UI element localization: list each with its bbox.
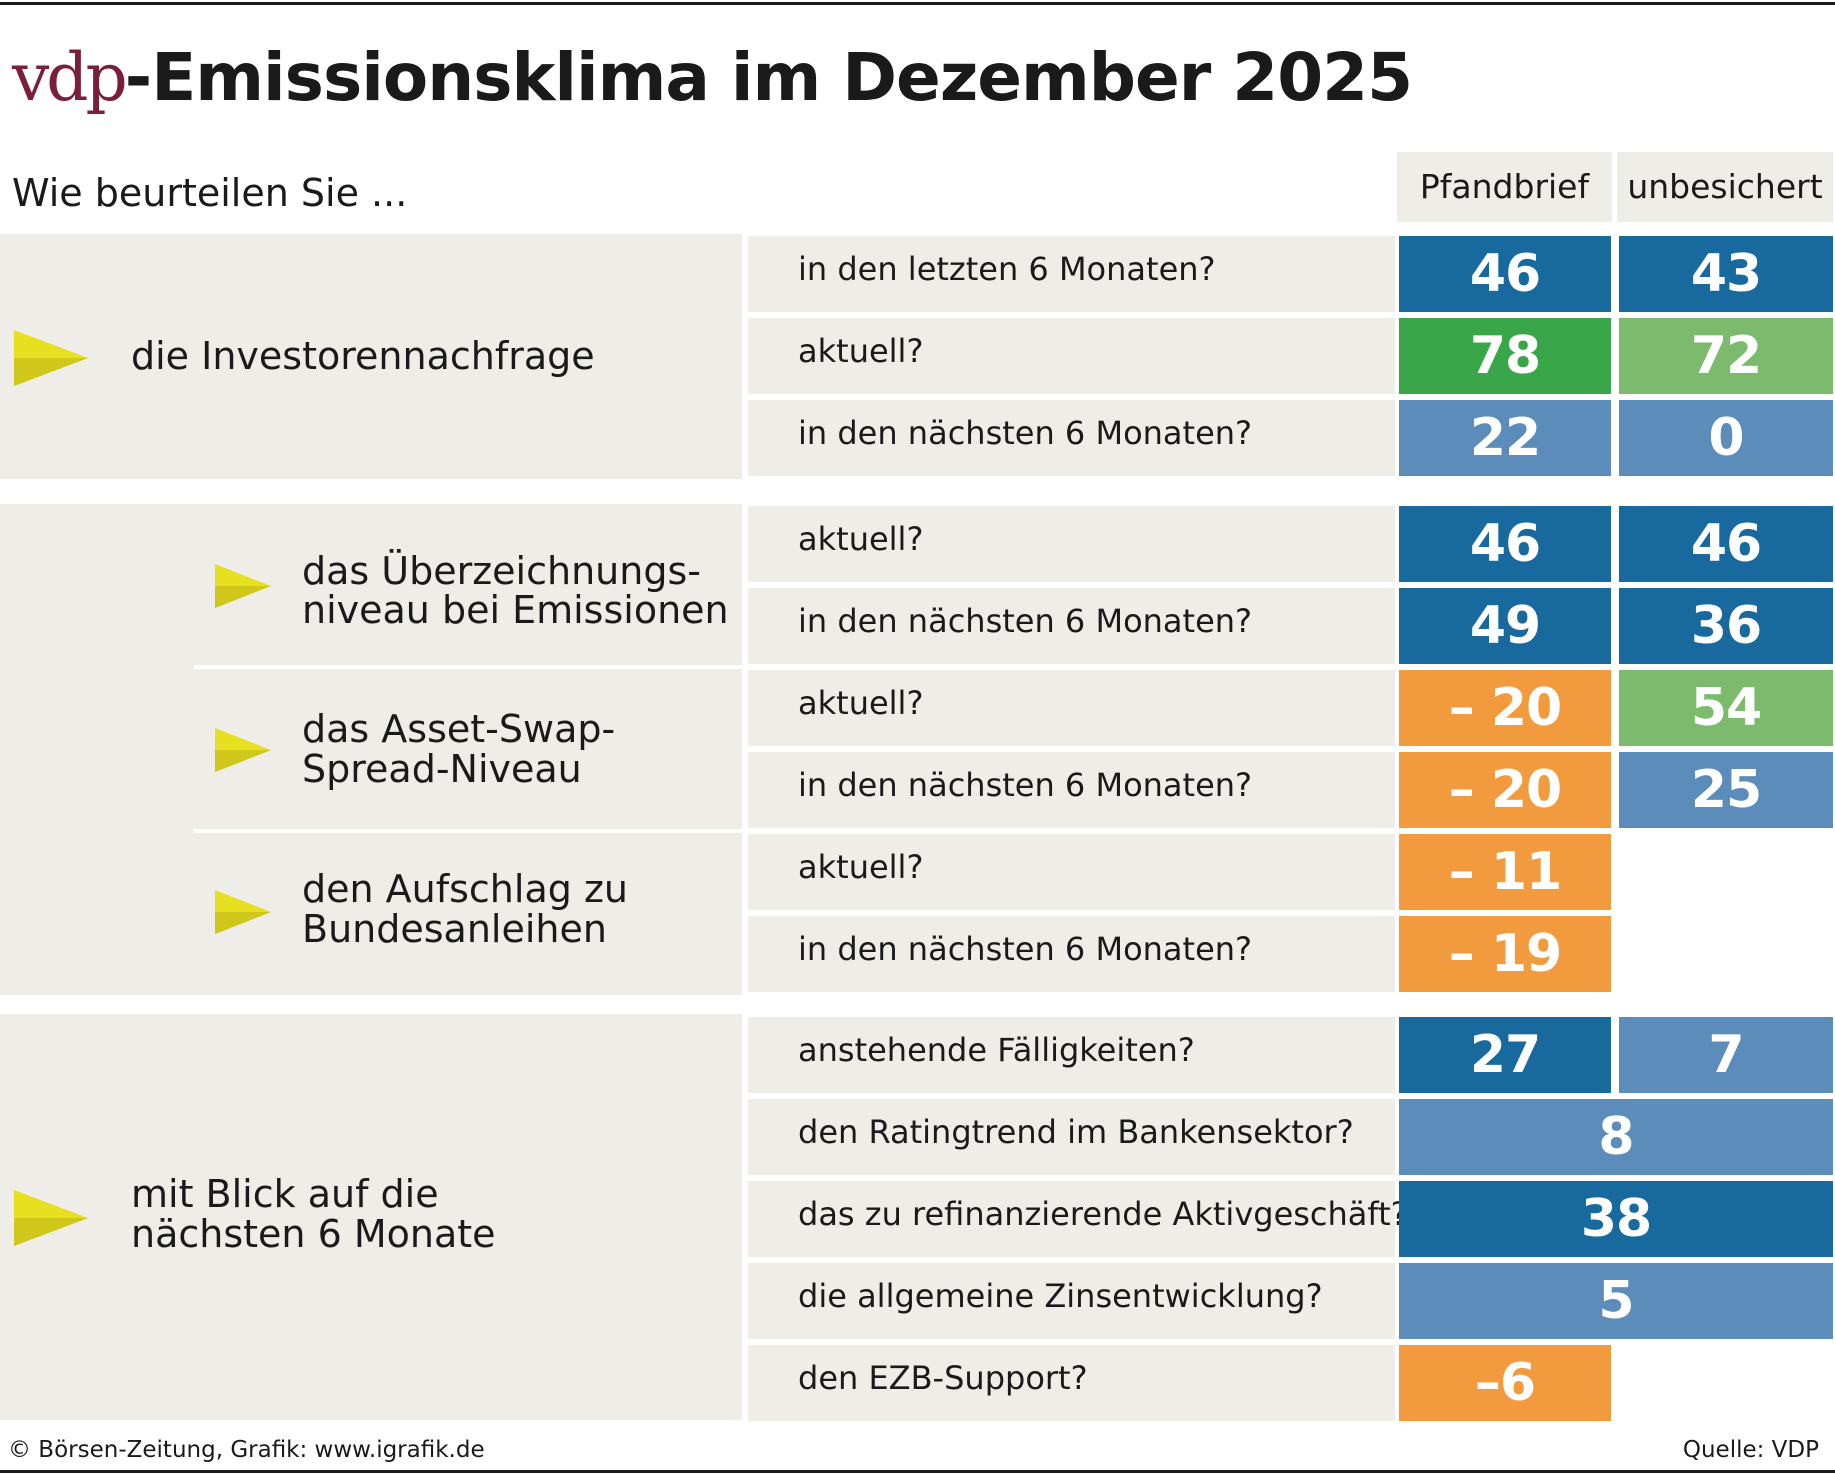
yellow-triangle-icon [14,1190,88,1246]
subgroup-divider [194,665,742,669]
group-label-line: nächsten 6 Monate [131,1212,496,1256]
value-cell-pfandbrief: – 20 [1399,752,1611,828]
value-cell-empty [1619,916,1833,992]
row-label-background [748,400,1395,476]
group-panel-spreads [0,504,742,995]
row-label-background [748,588,1395,664]
row-label-background [748,318,1395,394]
value-cell-pfandbrief: 78 [1399,318,1611,394]
row-label-background [748,506,1395,582]
chart-title-text: -Emissionsklima im Dezember 2025 [124,39,1413,116]
value-cell-combined: 38 [1399,1181,1833,1257]
column-header-pfandbrief: Pfandbrief [1397,152,1612,222]
top-rule [0,2,1835,5]
question-intro: Wie beurteilen Sie ... [12,171,408,215]
value-cell-unbesichert: 43 [1619,236,1833,312]
group-label-line: die Investorennachfrage [131,334,595,378]
value-cell-unbesichert: 54 [1619,670,1833,746]
row-label: anstehende Fälligkeiten? [798,1031,1195,1069]
group-label-line: den Aufschlag zu [302,867,628,911]
value-cell-pfandbrief: 27 [1399,1017,1611,1093]
value-cell-unbesichert: 25 [1619,752,1833,828]
row-label: in den nächsten 6 Monaten? [798,602,1253,640]
row-label: das zu refinanzierende Aktivgeschäft? [798,1195,1408,1233]
row-label: den Ratingtrend im Bankensektor? [798,1113,1354,1151]
row-label: aktuell? [798,520,924,558]
value-cell-empty [1619,1345,1833,1421]
yellow-triangle-icon [215,728,271,772]
row-label: den EZB-Support? [798,1359,1088,1397]
value-cell-pfandbrief: – 11 [1399,834,1611,910]
subgroup-divider [194,829,742,833]
value-cell-unbesichert: 36 [1619,588,1833,664]
value-cell-empty [1619,834,1833,910]
row-label: aktuell? [798,848,924,886]
group-label-line: Bundesanleihen [302,907,607,951]
row-label: die allgemeine Zinsentwicklung? [798,1277,1323,1315]
group-label-line: Spread-Niveau [302,747,582,791]
source-credit: Quelle: VDP [1682,1437,1819,1463]
column-header-unbesichert: unbesichert [1617,152,1833,222]
row-label: in den nächsten 6 Monaten? [798,930,1253,968]
row-label-background [748,834,1395,910]
row-label-background [748,1263,1395,1339]
group-label-line: das Überzeichnungs- [302,549,701,593]
row-label-background [748,1017,1395,1093]
group-label-line: mit Blick auf die [131,1172,439,1216]
value-cell-unbesichert: 7 [1619,1017,1833,1093]
row-label-background [748,916,1395,992]
row-label-background [748,752,1395,828]
copyright-credit: © Börsen-Zeitung, Grafik: www.igrafik.de [8,1437,485,1463]
row-label: in den nächsten 6 Monaten? [798,414,1253,452]
group-panel-investorennachfrage [0,234,742,479]
value-cell-pfandbrief: –6 [1399,1345,1611,1421]
row-label-background [748,1099,1395,1175]
group-label-line: das Asset-Swap- [302,707,616,751]
value-cell-pfandbrief: – 20 [1399,670,1611,746]
row-label-background [748,236,1395,312]
row-label-background [748,1181,1395,1257]
group-label-line: niveau bei Emissionen [302,588,729,632]
value-cell-pfandbrief: 49 [1399,588,1611,664]
bottom-rule [0,1470,1835,1473]
value-cell-unbesichert: 0 [1619,400,1833,476]
vdp-brand-logo: vdp [12,39,128,116]
value-cell-pfandbrief: 46 [1399,236,1611,312]
chart-title: vdp-Emissionsklima im Dezember 2025 [12,28,1413,128]
value-cell-combined: 8 [1399,1099,1833,1175]
value-cell-pfandbrief: – 19 [1399,916,1611,992]
row-label: in den nächsten 6 Monaten? [798,766,1253,804]
yellow-triangle-icon [215,890,271,934]
value-cell-pfandbrief: 46 [1399,506,1611,582]
yellow-triangle-icon [14,330,88,386]
row-label-background [748,1345,1395,1421]
row-label-background [748,670,1395,746]
yellow-triangle-icon [215,564,271,608]
value-cell-unbesichert: 72 [1619,318,1833,394]
row-label: aktuell? [798,684,924,722]
group-panel-ausblick [0,1014,742,1420]
value-cell-combined: 5 [1399,1263,1833,1339]
value-cell-pfandbrief: 22 [1399,400,1611,476]
row-label: aktuell? [798,332,924,370]
row-label: in den letzten 6 Monaten? [798,250,1216,288]
value-cell-unbesichert: 46 [1619,506,1833,582]
